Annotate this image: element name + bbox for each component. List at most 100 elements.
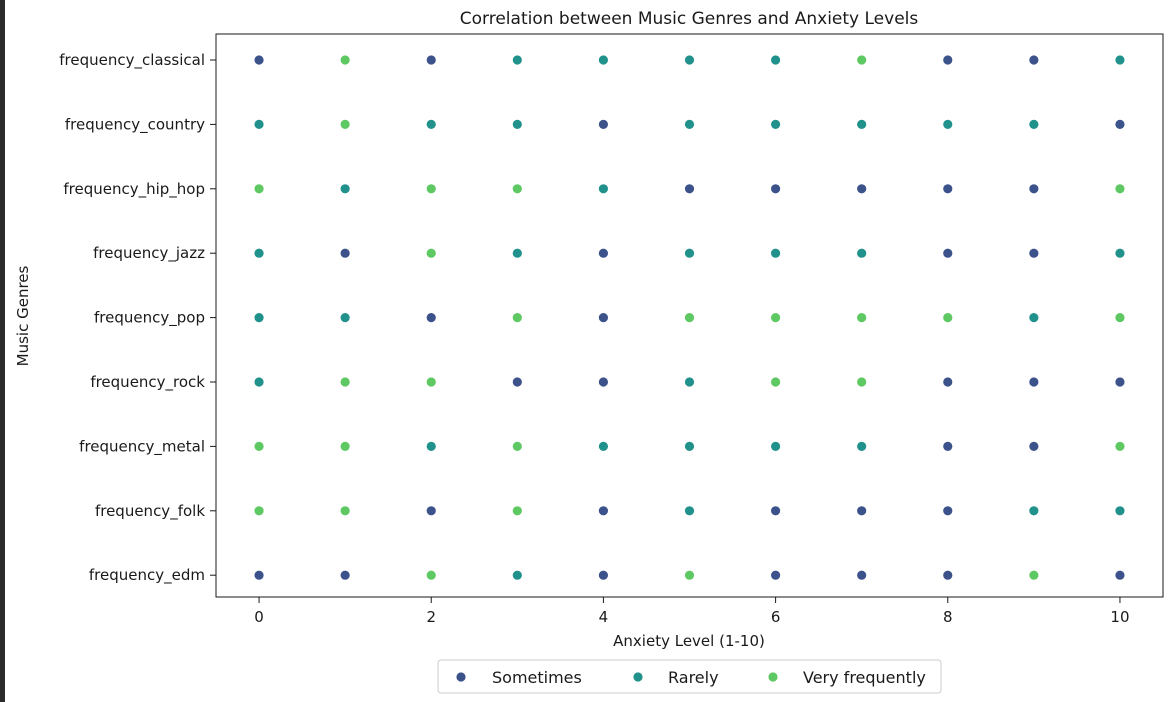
data-point	[339, 183, 351, 195]
data-point	[598, 376, 609, 388]
data-point	[942, 569, 954, 581]
y-tick-label: frequency_metal	[79, 437, 205, 456]
legend-label: Very frequently	[803, 668, 926, 687]
data-point	[770, 183, 781, 195]
data-point	[511, 569, 523, 581]
x-tick-label: 6	[771, 608, 781, 626]
data-point	[339, 247, 351, 259]
data-point	[511, 440, 523, 452]
data-point	[598, 247, 609, 259]
data-point	[1114, 505, 1126, 517]
data-point	[425, 440, 437, 452]
data-point	[856, 505, 868, 517]
data-point	[339, 505, 351, 517]
data-point	[511, 247, 523, 259]
data-point	[1114, 312, 1126, 324]
data-point	[1028, 376, 1040, 388]
data-point	[511, 376, 523, 388]
data-point	[942, 54, 954, 66]
data-point	[770, 247, 781, 259]
y-tick-label: frequency_jazz	[93, 244, 205, 263]
data-point	[770, 54, 781, 66]
x-tick-label: 8	[943, 608, 953, 626]
data-point	[856, 247, 868, 259]
data-point	[511, 312, 523, 324]
y-tick-label: frequency_classical	[59, 51, 205, 70]
legend-marker	[455, 671, 467, 683]
data-point	[253, 569, 265, 581]
x-axis: 0 2 4 6 8 10	[254, 597, 1130, 626]
data-point	[598, 54, 609, 66]
data-point	[1028, 119, 1040, 130]
data-point	[856, 376, 868, 388]
data-point	[770, 569, 781, 581]
data-point	[1028, 247, 1040, 259]
data-point	[598, 183, 609, 195]
window-edge	[0, 0, 5, 702]
x-tick-label: 4	[599, 608, 609, 626]
data-point	[684, 312, 695, 324]
data-point	[770, 505, 781, 517]
x-tick-label: 0	[254, 608, 264, 626]
data-point	[1028, 440, 1040, 452]
data-point	[1028, 312, 1040, 324]
data-point	[1114, 54, 1126, 66]
plot-area	[215, 33, 1164, 598]
data-point	[684, 247, 695, 259]
data-point	[942, 376, 954, 388]
data-point	[770, 119, 781, 130]
data-point	[856, 119, 868, 130]
data-point	[425, 183, 437, 195]
x-axis-title: Anxiety Level (1-10)	[613, 632, 765, 650]
data-point	[598, 440, 609, 452]
data-point	[684, 440, 695, 452]
x-tick-label: 2	[426, 608, 436, 626]
legend-marker	[767, 671, 779, 683]
data-point	[511, 505, 523, 517]
data-point	[942, 247, 954, 259]
data-point	[1028, 569, 1040, 581]
data-point	[684, 505, 695, 517]
data-point	[1114, 183, 1126, 195]
y-axis-title: Music Genres	[14, 265, 32, 366]
data-point	[339, 54, 351, 66]
data-point	[1114, 569, 1126, 581]
data-point	[598, 312, 609, 324]
y-tick-label: frequency_edm	[89, 566, 205, 585]
data-point	[684, 183, 695, 195]
data-point	[770, 440, 781, 452]
data-point	[253, 183, 265, 195]
data-point	[1114, 440, 1126, 452]
data-point	[511, 119, 523, 130]
data-point	[253, 376, 265, 388]
data-point	[942, 312, 954, 324]
data-point	[770, 376, 781, 388]
data-point	[598, 119, 609, 130]
data-point	[770, 312, 781, 324]
legend-marker	[632, 671, 644, 683]
data-point	[339, 440, 351, 452]
legend-label: Sometimes	[492, 668, 582, 687]
legend-box	[437, 659, 942, 694]
data-point	[684, 54, 695, 66]
data-point	[425, 247, 437, 259]
data-point	[684, 119, 695, 130]
y-tick-label: frequency_hip_hop	[63, 180, 205, 199]
data-point	[511, 54, 523, 66]
data-point	[425, 505, 437, 517]
data-point	[253, 54, 265, 66]
data-point	[253, 247, 265, 259]
legend: Sometimes Rarely Very frequently	[437, 659, 942, 694]
data-point	[684, 569, 695, 581]
y-tick-label: frequency_pop	[94, 309, 205, 328]
data-point	[425, 569, 437, 581]
data-point	[942, 119, 954, 130]
data-point	[598, 569, 609, 581]
data-point	[253, 312, 265, 324]
data-point	[856, 569, 868, 581]
data-point	[339, 312, 351, 324]
data-point	[856, 54, 868, 66]
data-point	[1028, 54, 1040, 66]
y-tick-label: frequency_country	[65, 115, 205, 134]
data-point	[425, 54, 437, 66]
